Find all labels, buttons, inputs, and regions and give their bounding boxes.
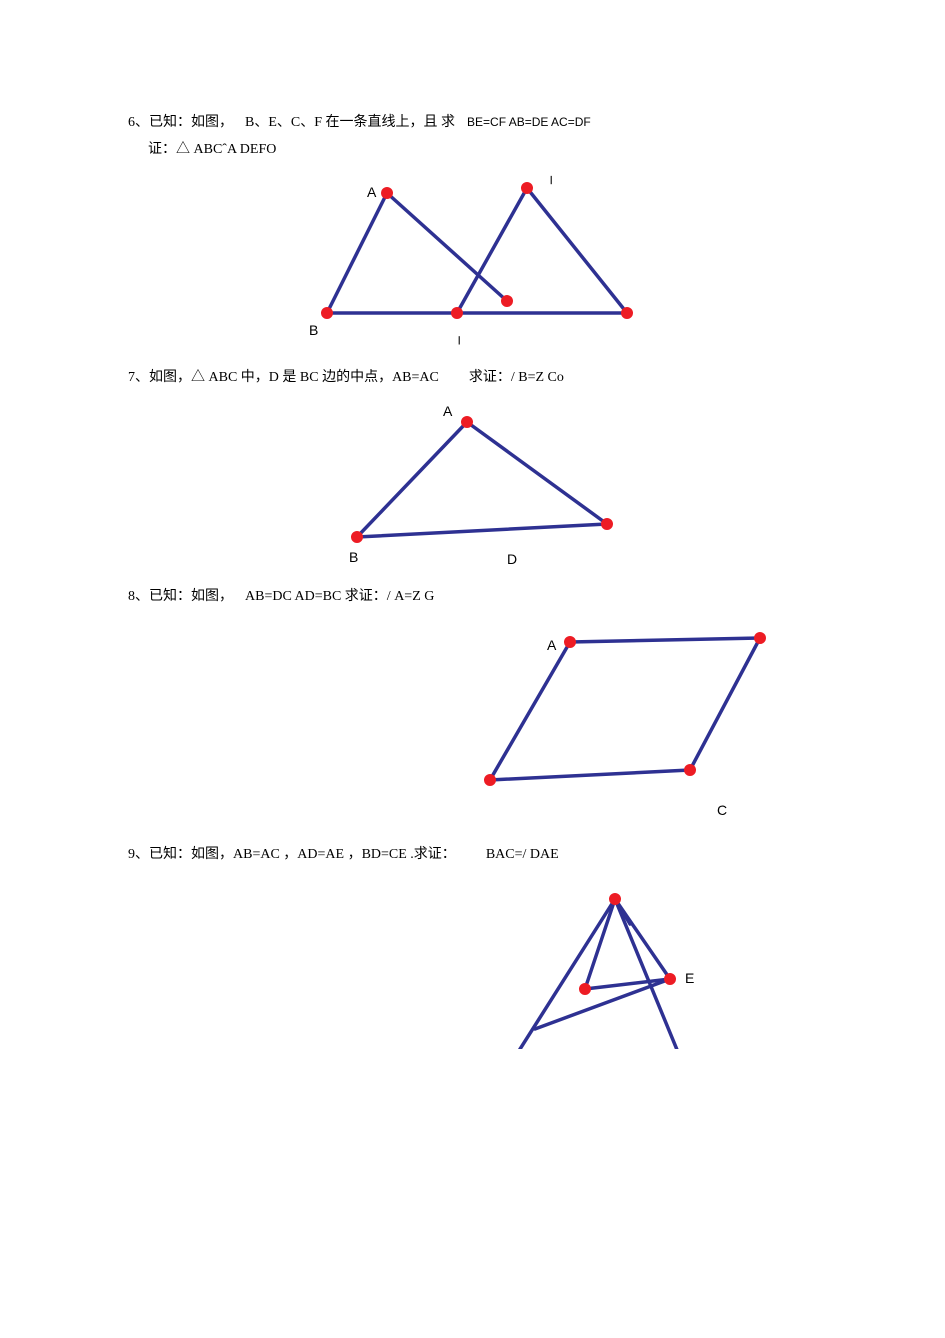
- q9-line1b: BAC=/ DAE: [486, 842, 559, 869]
- problem-8: 8、 已知：如图， AB=DC AD=BC 求证：/ A=Z G A C: [128, 584, 825, 833]
- problem-9-text: 9、 已知：如图，AB=AC ，AD=AE ，BD=CE .求证： BAC=/ …: [128, 842, 825, 869]
- figure-6-svg: A ╵ B ╷: [297, 173, 657, 353]
- q6-line2: 证：△ ABCˆA DEFO: [148, 137, 276, 164]
- q9-line1a: 已知：如图，AB=AC ，AD=AE ，BD=CE .求证：: [149, 842, 456, 869]
- q7-number: 7、: [128, 365, 149, 392]
- problem-9: 9、 已知：如图，AB=AC ，AD=AE ，BD=CE .求证： BAC=/ …: [128, 842, 825, 1051]
- q6-line1c: BE=CF AB=DE AC=DF: [467, 111, 591, 134]
- figure-7: A B D: [128, 392, 825, 574]
- q8-number: 8、: [128, 584, 149, 611]
- q8-line1b: AB=DC AD=BC 求证：/ A=Z G: [245, 584, 434, 611]
- label-D7: D: [507, 551, 517, 567]
- q6-number: 6、: [128, 110, 149, 137]
- label-E9: E: [685, 970, 694, 986]
- label-B: B: [309, 322, 318, 338]
- page: 6、 已知：如图， B、E、C、F 在一条直线上，且 求 BE=CF AB=DE…: [0, 0, 945, 1051]
- q7-line1b: 求证：/ B=Z Co: [469, 365, 564, 392]
- problem-6: 6、 已知：如图， B、E、C、F 在一条直线上，且 求 BE=CF AB=DE…: [128, 110, 825, 355]
- figure-7-svg: A B D: [317, 402, 637, 572]
- label-A-partial7: A: [443, 403, 453, 419]
- label-D-partial: ╵: [547, 175, 555, 192]
- figure-8-svg: A C: [455, 620, 795, 830]
- q6-line1b: B、E、C、F 在一条直线上，且 求: [245, 110, 455, 137]
- label-A8: A: [547, 637, 557, 653]
- problem-7: 7、 如图，△ ABC 中，D 是 BC 边的中点，AB=AC 求证：/ B=Z…: [128, 365, 825, 574]
- label-B7: B: [349, 549, 358, 565]
- q7-line1a: 如图，△ ABC 中，D 是 BC 边的中点，AB=AC: [149, 365, 439, 392]
- problem-8-text: 8、 已知：如图， AB=DC AD=BC 求证：/ A=Z G: [128, 584, 825, 611]
- problem-6-text: 6、 已知：如图， B、E、C、F 在一条直线上，且 求 BE=CF AB=DE…: [128, 110, 825, 163]
- figure-9-svg: E: [475, 879, 735, 1049]
- figure-9: E: [128, 869, 825, 1051]
- problem-7-text: 7、 如图，△ ABC 中，D 是 BC 边的中点，AB=AC 求证：/ B=Z…: [128, 365, 825, 392]
- q6-line1a: 已知：如图，: [149, 110, 233, 137]
- label-A: A: [367, 184, 377, 200]
- q8-line1a: 已知：如图，: [149, 584, 233, 611]
- label-C8: C: [717, 802, 727, 818]
- figure-8: A C: [128, 610, 825, 832]
- figure-6: A ╵ B ╷: [128, 163, 825, 355]
- q9-number: 9、: [128, 842, 149, 869]
- label-E-partial: ╷: [455, 328, 463, 345]
